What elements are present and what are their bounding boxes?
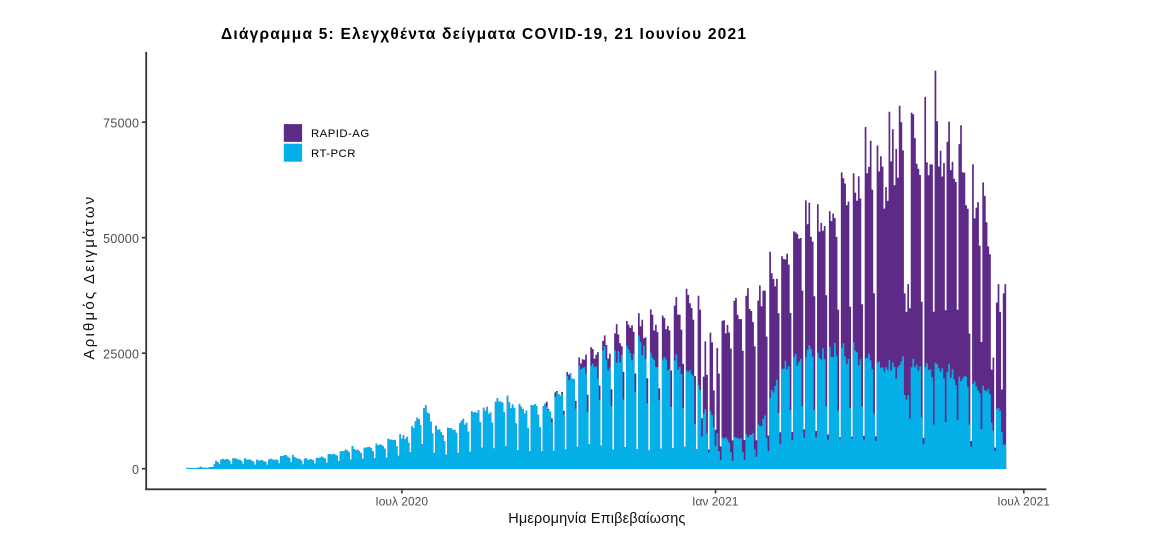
svg-text:Ιουλ 2020: Ιουλ 2020 bbox=[375, 495, 428, 509]
svg-text:Αριθμός Δειγμάτων: Αριθμός Δειγμάτων bbox=[81, 195, 98, 360]
svg-text:RAPID-AG: RAPID-AG bbox=[311, 128, 370, 140]
svg-text:Ιαν 2021: Ιαν 2021 bbox=[692, 495, 739, 509]
svg-text:Ιουλ 2021: Ιουλ 2021 bbox=[997, 495, 1050, 509]
svg-text:0: 0 bbox=[132, 463, 139, 477]
svg-text:50000: 50000 bbox=[103, 232, 139, 246]
svg-text:75000: 75000 bbox=[103, 116, 139, 130]
svg-text:25000: 25000 bbox=[103, 347, 139, 361]
svg-text:Ημερομηνία Επιβεβαίωσης: Ημερομηνία Επιβεβαίωσης bbox=[508, 511, 685, 527]
svg-text:RT-PCR: RT-PCR bbox=[311, 148, 356, 160]
